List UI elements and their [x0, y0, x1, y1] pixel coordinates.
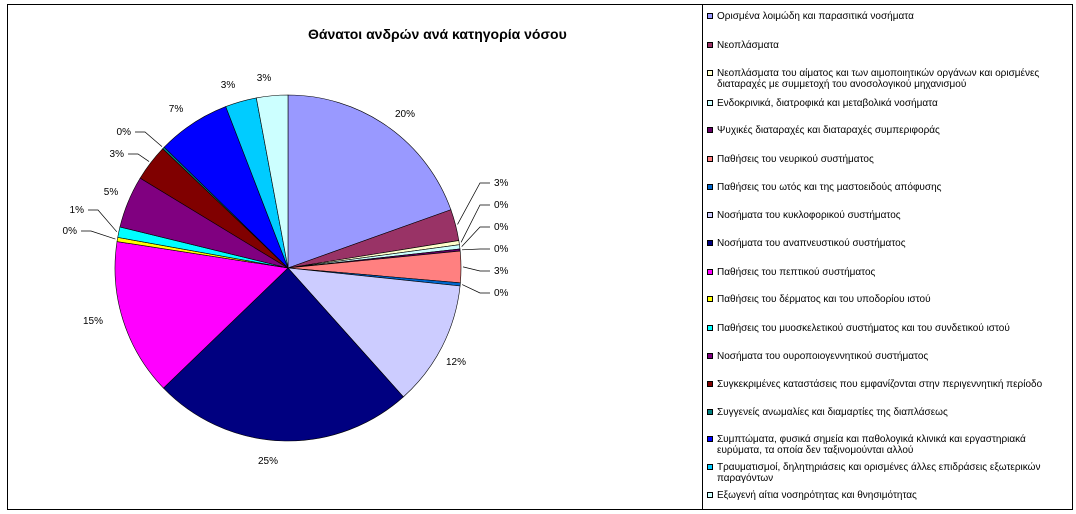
legend-swatch — [707, 353, 713, 359]
data-label: 7% — [169, 104, 184, 115]
leader-line — [81, 230, 116, 240]
data-label: 12% — [446, 357, 466, 368]
legend-swatch — [707, 269, 713, 275]
legend-label: Παθήσεις του πεπτικού συστήματος — [717, 267, 876, 278]
leader-line — [462, 284, 490, 294]
data-label: 3% — [257, 73, 272, 84]
legend-label: Παθήσεις του ωτός και της μαστοειδούς απ… — [717, 182, 942, 193]
legend-swatch — [707, 212, 713, 218]
legend-label: Παθήσεις του νευρικού συστήματος — [717, 154, 874, 165]
data-label: 0% — [494, 244, 509, 255]
legend-label: Συμπτώματα, φυσικά σημεία και παθολογικά… — [717, 434, 1026, 456]
data-label: 1% — [70, 205, 85, 216]
leader-line — [135, 131, 163, 147]
data-label: 0% — [494, 200, 509, 211]
pie-slice — [255, 94, 289, 269]
legend-label: Παθήσεις του δέρματος και του υποδορίου … — [717, 294, 931, 305]
legend-label: Συγκεκριμένες καταστάσεις που εμφανίζοντ… — [717, 379, 1043, 390]
pie-slice — [287, 267, 461, 398]
data-label: 0% — [117, 127, 132, 138]
data-label: 25% — [258, 456, 278, 467]
pie-slice — [287, 94, 452, 269]
legend-swatch — [707, 42, 713, 48]
legend-swatch — [707, 70, 713, 76]
legend-swatch — [707, 464, 713, 470]
legend-swatch — [707, 409, 713, 415]
pie-slice — [163, 267, 404, 442]
data-label: 3% — [494, 266, 509, 277]
data-label: 20% — [395, 109, 415, 120]
legend-swatch — [707, 240, 713, 246]
legend: Ορισμένα λοιμώδη και παρασιτικά νοσήματα… — [707, 5, 1072, 509]
pie-slice — [114, 241, 289, 389]
legend-label: Νοσήματα του κυκλοφορικού συστήματος — [717, 210, 901, 221]
legend-swatch — [707, 156, 713, 162]
data-label: 0% — [494, 222, 509, 233]
legend-label: Ορισμένα λοιμώδη και παρασιτικά νοσήματα — [717, 11, 914, 22]
data-label: 5% — [104, 187, 119, 198]
legend-swatch — [707, 492, 713, 498]
leader-line — [457, 182, 490, 225]
data-label: 3% — [221, 80, 236, 91]
chart-title: Θάνατοι ανδρών ανά κατηγορία νόσου — [308, 26, 567, 42]
legend-swatch — [707, 184, 713, 190]
legend-divider — [702, 5, 703, 509]
legend-swatch — [707, 381, 713, 387]
legend-label: Παθήσεις του μυοσκελετικού συστήματος κα… — [717, 323, 1010, 334]
data-label: 15% — [83, 316, 103, 327]
chart-frame: Θάνατοι ανδρών ανά κατηγορία νόσου 20% 3%… — [7, 4, 1073, 510]
legend-label: Εξωγενή αίτια νοσηρότητας και θνησιμότητ… — [717, 490, 917, 501]
legend-label: Ενδοκρινικά, διατροφικά και μεταβολικά ν… — [717, 98, 938, 109]
legend-label: Νοσήματα του ουροποιογεννητικού συστήματ… — [717, 351, 929, 362]
leader-line — [460, 204, 490, 243]
legend-label: Νεοπλάσματα — [717, 40, 779, 51]
data-label: 0% — [494, 288, 509, 299]
data-label: 0% — [63, 226, 78, 237]
legend-label: Τραυματισμοί, δηλητηριάσεις και ορισμένε… — [717, 462, 1041, 484]
legend-swatch — [707, 296, 713, 302]
legend-swatch — [707, 100, 713, 106]
legend-label: Νεοπλάσματα του αίματος και των αιμοποιη… — [717, 68, 1040, 90]
pie-chart: 20% 3% 0% 0% 0% 3% 0% 12% 25% 15% 0% 1% 5% 3% 0% 7% 3% 3% — [63, 73, 509, 467]
leader-line — [462, 266, 490, 272]
legend-label: Νοσήματα του αναπνευστικού συστήματος — [717, 238, 906, 249]
data-label: 3% — [110, 149, 125, 160]
data-label: 3% — [494, 178, 509, 189]
legend-swatch — [707, 127, 713, 133]
legend-swatch — [707, 13, 713, 19]
legend-label: Συγγενείς ανωμαλίες και διαμαρτίες της δ… — [717, 407, 948, 418]
leader-line — [88, 209, 118, 233]
legend-label: Ψυχικές διαταραχές και διαταραχές συμπερ… — [717, 125, 940, 136]
legend-swatch — [707, 436, 713, 442]
leader-line — [461, 226, 490, 247]
legend-swatch — [707, 325, 713, 331]
leader-line — [128, 153, 150, 162]
leader-line — [461, 248, 490, 251]
